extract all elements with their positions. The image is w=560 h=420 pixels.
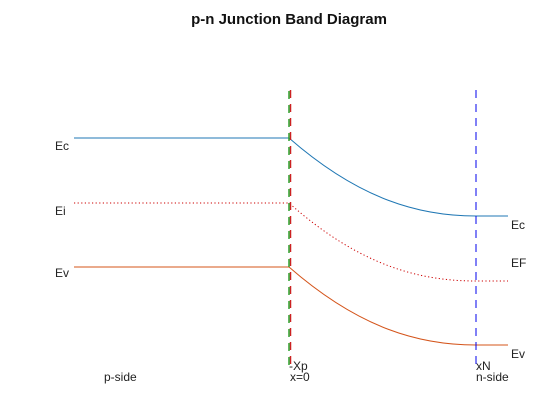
xn-label: xN [476, 359, 491, 373]
conduction-band-curve [74, 137, 508, 217]
valence-band-curve [74, 266, 508, 346]
left-ei-label: Ei [55, 204, 66, 218]
p-side-label: p-side [104, 370, 137, 384]
x0-label: x=0 [290, 370, 310, 384]
right-ef-label: EF [511, 256, 526, 270]
right-ec-label: Ec [511, 218, 525, 232]
xp-label: -Xp [289, 359, 308, 373]
right-ev-label: Ev [511, 347, 525, 361]
n-side-label: n-side [476, 370, 509, 384]
left-ev-label: Ev [55, 266, 69, 280]
left-ec-label: Ec [55, 139, 69, 153]
diagram-title: p-n Junction Band Diagram [191, 11, 387, 28]
